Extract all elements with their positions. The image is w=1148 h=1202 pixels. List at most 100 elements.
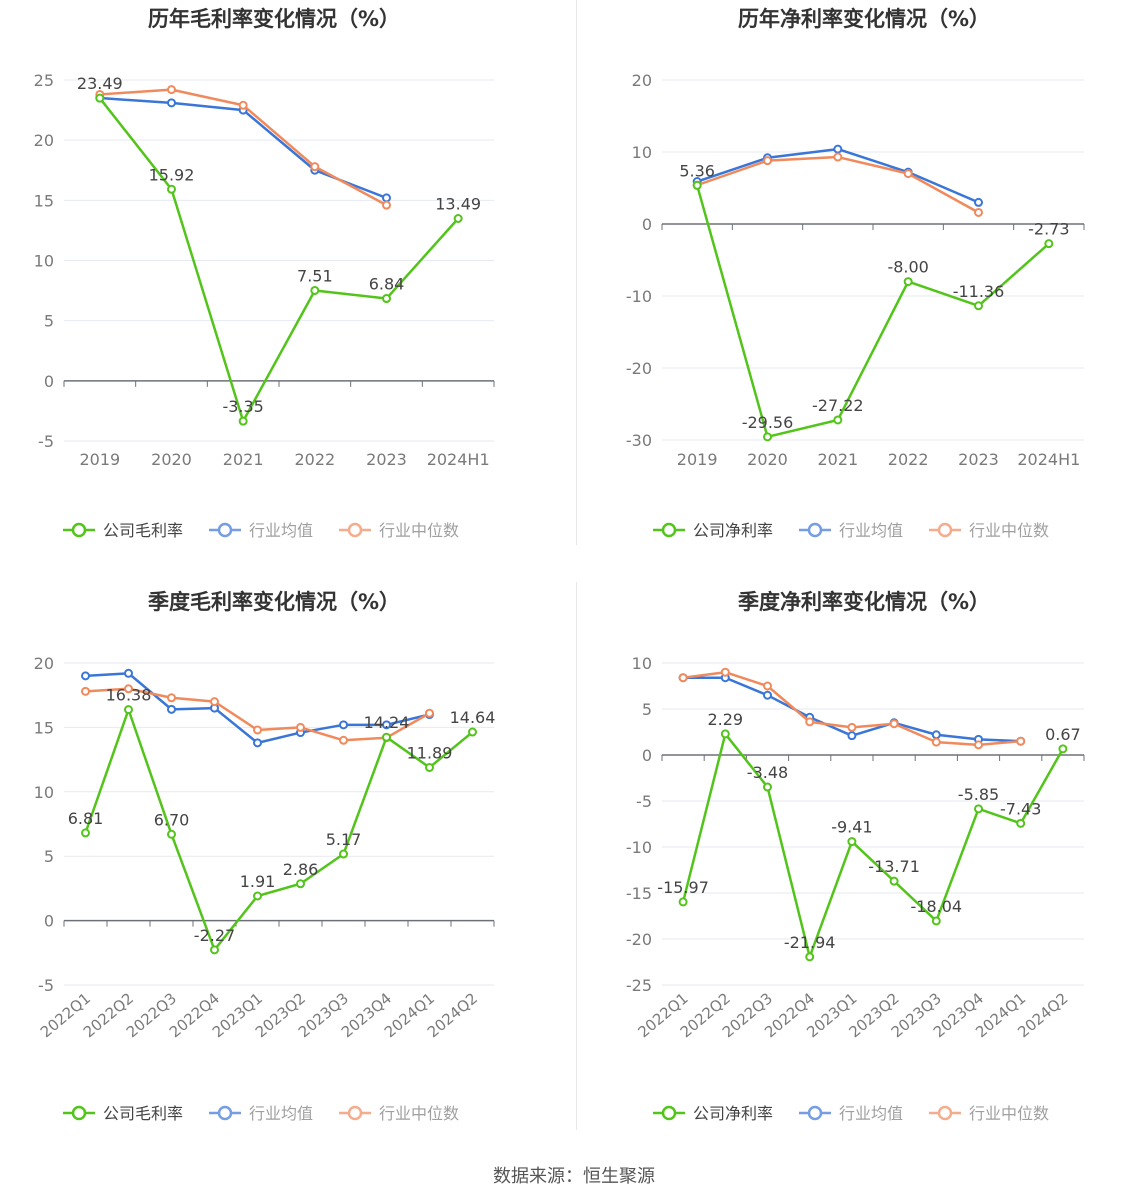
data-label: 13.49 xyxy=(435,195,481,214)
data-point-industry_median xyxy=(903,169,913,179)
data-point-company xyxy=(805,952,815,962)
data-point-industry_avg xyxy=(253,738,262,748)
data-point-industry_median xyxy=(833,152,843,162)
data-point-industry_median xyxy=(238,100,248,110)
legend-marker-icon xyxy=(807,1105,823,1121)
y-tick-label: 15 xyxy=(34,191,54,210)
y-tick-label: 0 xyxy=(642,746,652,765)
data-point-industry_median xyxy=(805,717,815,727)
data-label: 11.89 xyxy=(407,743,453,762)
legend-marker-icon xyxy=(937,522,953,538)
y-tick-label: 0 xyxy=(44,372,54,391)
chart-title: 季度净利率变化情况（%） xyxy=(738,590,990,614)
data-point-industry_median xyxy=(1016,736,1026,746)
y-tick-label: -10 xyxy=(626,838,652,857)
y-tick-label: 10 xyxy=(34,252,54,271)
data-label: -27.22 xyxy=(812,396,864,415)
y-tick-label: 5 xyxy=(642,700,652,719)
x-tick-label: 2019 xyxy=(79,450,120,469)
data-label: 23.49 xyxy=(77,74,123,93)
y-tick-label: 0 xyxy=(44,912,54,931)
legend-label: 行业中位数 xyxy=(969,1104,1049,1123)
y-tick-label: -30 xyxy=(626,431,652,450)
data-point-company xyxy=(763,782,772,792)
data-point-industry_median xyxy=(763,156,772,166)
data-label: -18.04 xyxy=(911,897,963,916)
y-tick-label: -20 xyxy=(626,359,652,378)
data-point-company xyxy=(1016,818,1026,828)
data-point-industry_median xyxy=(425,708,434,718)
legend-marker-icon xyxy=(807,522,823,538)
data-point-industry_avg xyxy=(339,720,348,730)
data-label: -29.56 xyxy=(742,413,794,432)
data-point-company xyxy=(95,93,105,103)
data-label: 7.51 xyxy=(297,266,333,285)
data-point-company xyxy=(678,897,688,907)
x-tick-label: 2019 xyxy=(677,450,718,469)
data-point-company xyxy=(847,837,857,847)
legend-label: 公司净利率 xyxy=(693,1104,773,1123)
data-point-company xyxy=(833,415,843,425)
data-point-company xyxy=(692,180,702,190)
y-tick-label: 25 xyxy=(34,71,54,90)
data-point-industry_avg xyxy=(763,690,772,700)
series-line-company xyxy=(681,732,1064,959)
legend-marker-icon xyxy=(661,522,677,538)
legend-item-company: 公司毛利率 xyxy=(63,521,183,540)
data-label: 15.92 xyxy=(149,165,195,184)
x-tick-label: 2022 xyxy=(888,450,929,469)
legend-label: 公司毛利率 xyxy=(103,1104,183,1123)
data-label: -8.00 xyxy=(887,258,928,277)
data-point-industry_avg xyxy=(974,197,983,207)
data-label: 16.38 xyxy=(106,686,152,705)
data-point-industry_avg xyxy=(382,720,391,730)
x-tick-label: 2020 xyxy=(747,450,788,469)
data-point-industry_avg xyxy=(81,671,90,681)
data-point-industry_median xyxy=(889,719,899,729)
data-point-company xyxy=(310,285,320,295)
data-point-industry_avg xyxy=(931,730,941,740)
legend-item-industry_median: 行业中位数 xyxy=(929,1104,1049,1123)
data-label: 5.17 xyxy=(326,830,362,849)
data-point-industry_median xyxy=(974,740,983,750)
data-point-industry_median xyxy=(167,693,176,703)
y-tick-label: 20 xyxy=(632,71,652,90)
chart-2: 历年净利率变化情况（%） 20 10 0 -10 -20 -30 2019 2020 2021 20… xyxy=(626,7,1085,540)
data-point-industry_avg xyxy=(167,98,176,108)
data-label: -15.97 xyxy=(657,878,709,897)
legend-item-company: 公司净利率 xyxy=(653,521,773,540)
legend-label: 行业中位数 xyxy=(969,521,1049,540)
data-point-industry_median xyxy=(339,735,348,745)
data-point-company xyxy=(238,416,248,426)
y-tick-label: -5 xyxy=(38,976,54,995)
data-label: 2.86 xyxy=(283,860,319,879)
legend-marker-icon xyxy=(71,522,87,538)
chart-4: 季度净利率变化情况（%）1050-5-10-15-20-252022Q12022… xyxy=(626,590,1085,1123)
y-tick-label: -15 xyxy=(626,884,652,903)
legend-marker-icon xyxy=(217,522,233,538)
y-tick-label: 15 xyxy=(34,718,54,737)
data-point-company xyxy=(382,294,391,304)
legend-item-company: 公司净利率 xyxy=(653,1104,773,1123)
data-point-company xyxy=(903,277,913,287)
data-point-industry_median xyxy=(931,737,941,747)
legend-marker-icon xyxy=(71,1105,87,1121)
data-point-industry_median xyxy=(310,162,320,172)
legend-marker-icon xyxy=(661,1105,677,1121)
source-note: 数据来源：恒生聚源 xyxy=(493,1166,655,1187)
data-point-industry_median xyxy=(974,207,983,217)
data-label: -5.85 xyxy=(958,785,999,804)
data-label: -3.35 xyxy=(222,397,263,416)
x-tick-label: 2023 xyxy=(958,450,999,469)
y-tick-label: -5 xyxy=(636,792,652,811)
legend-label: 行业均值 xyxy=(839,1104,903,1123)
data-point-industry_avg xyxy=(382,193,391,203)
legend-item-company: 公司毛利率 xyxy=(63,1104,183,1123)
chart-title: 历年净利率变化情况（%） xyxy=(738,7,990,31)
data-point-company xyxy=(382,732,391,742)
x-tick-label: 2022 xyxy=(294,450,335,469)
y-tick-label: 10 xyxy=(632,143,652,162)
data-label: 14.64 xyxy=(450,708,496,727)
legend-item-industry_avg: 行业均值 xyxy=(209,1104,313,1123)
